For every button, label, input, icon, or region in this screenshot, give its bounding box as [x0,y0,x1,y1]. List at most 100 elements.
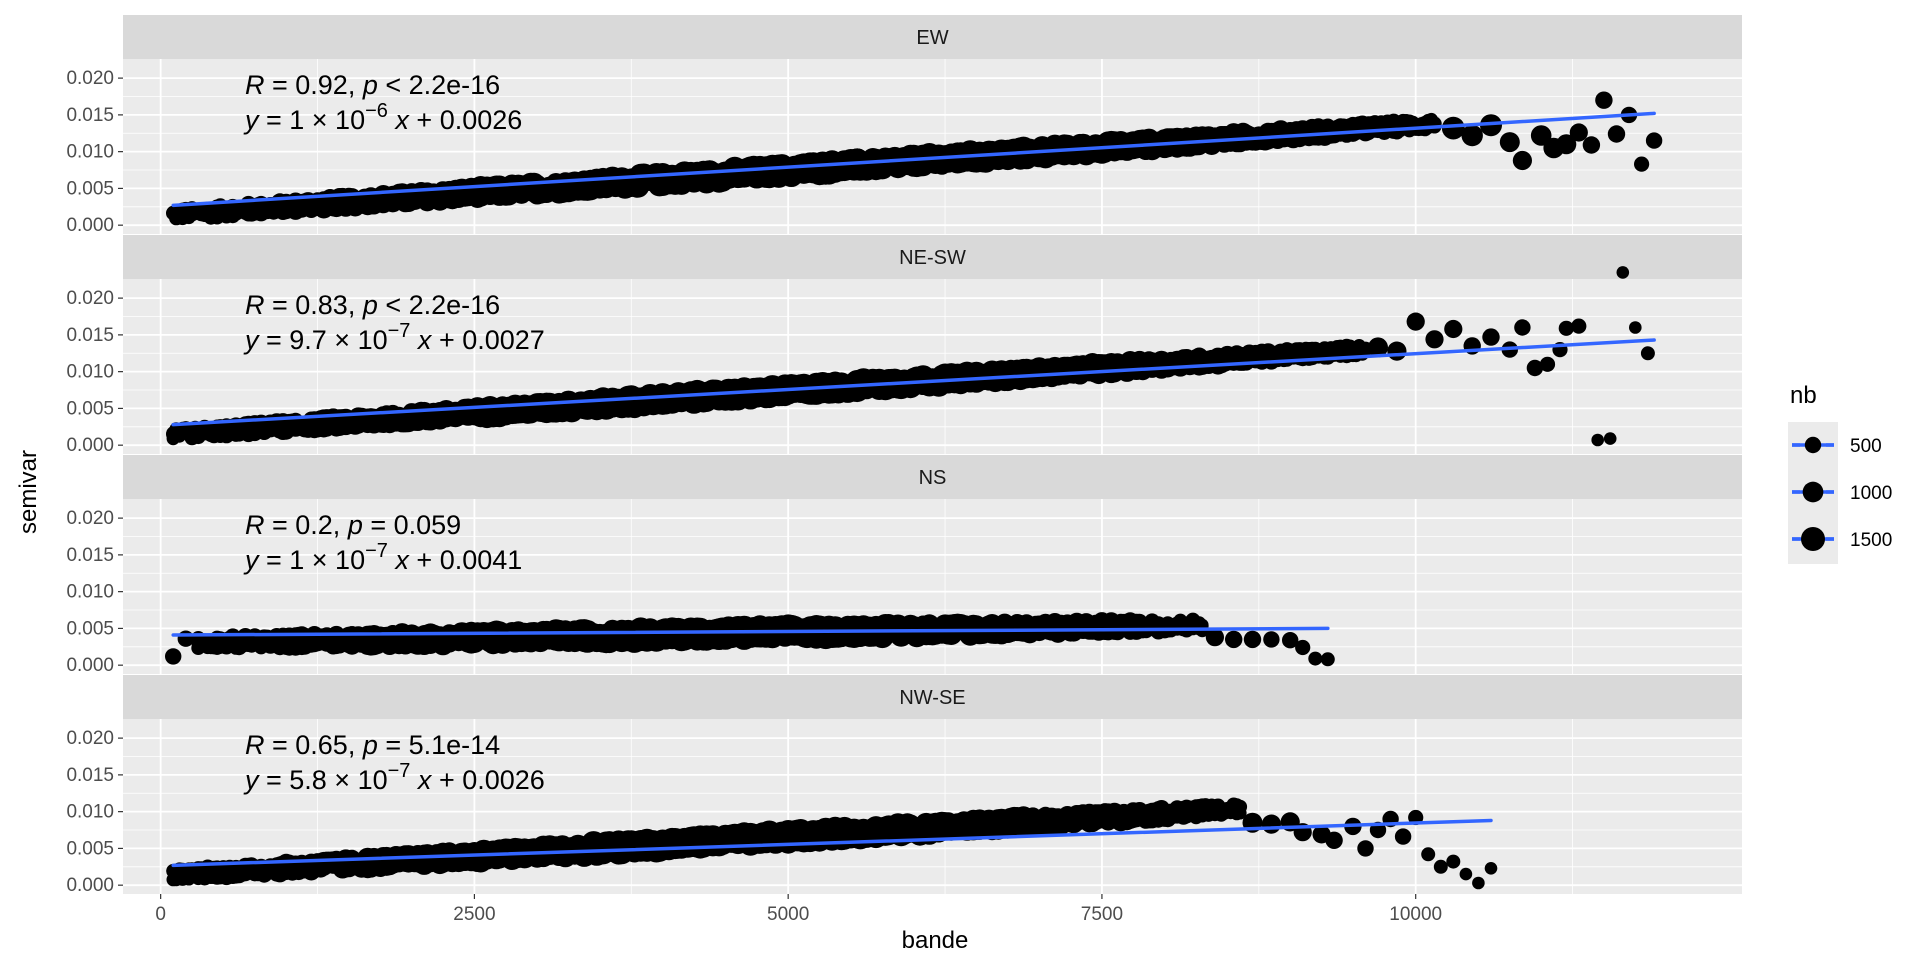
x-axis-title: bande [902,927,969,954]
data-point [1243,630,1262,649]
y-tick-label: 0.005 [66,618,114,639]
data-point [1425,330,1444,349]
data-point [177,630,194,647]
regression-line [171,818,1493,868]
facet-panel-ew: EW 0.000 0.005 0.010 0.015 0.020 R = 0.92, p <… [66,15,1742,236]
legend-label: 500 [1850,436,1882,457]
data-point [1607,125,1626,143]
legend-entry: 1500 [1792,527,1892,551]
y-tick-label: 0.000 [66,435,114,456]
data-point [165,648,182,665]
data-point [1444,319,1463,339]
regression-equation: y = 5.8 × 10−7 x + 0.0026 [243,760,545,795]
x-axis: 0 2500 5000 7500 10000 [155,894,1442,925]
data-point [1603,432,1617,445]
y-tick-label: 0.010 [66,582,114,603]
data-point [1539,356,1556,372]
data-point [1406,312,1425,331]
data-point [1421,847,1436,862]
data-point [1569,123,1588,142]
data-point [1634,156,1650,172]
facet-strip [123,455,1742,499]
data-point [1514,319,1531,336]
correlation-annotation: R = 0.83, p < 2.2e-16 [245,290,500,320]
regression-line [171,338,1656,427]
y-tick-label: 0.010 [66,802,114,823]
data-point [1595,91,1613,109]
data-point [1308,651,1323,666]
data-points [166,91,1663,226]
data-point [1446,854,1461,869]
y-tick-label: 0.020 [66,508,114,529]
regression-equation: y = 9.7 × 10−7 x + 0.0027 [243,320,545,355]
facet-strip-label: NE-SW [899,247,966,269]
y-tick-label: 0.015 [66,105,114,126]
legend-size-key [1801,527,1825,551]
facet-panel-ns: NS 0.000 0.005 0.010 0.015 0.020 R = 0.2, p = … [66,455,1742,676]
y-axis-title: semivar [15,450,42,534]
data-point [1394,828,1412,845]
data-point [1616,266,1630,279]
data-point [1263,631,1280,648]
regression-line [171,626,1330,637]
data-point [1472,876,1485,890]
data-point [1232,799,1248,814]
correlation-annotation: R = 0.92, p < 2.2e-16 [245,70,500,100]
legend-entry: 500 [1792,436,1882,457]
data-point [1556,134,1577,155]
y-tick-label: 0.015 [66,765,114,786]
y-tick-label: 0.020 [66,728,114,749]
y-tick-label: 0.005 [66,838,114,859]
x-tick-label: 5000 [767,904,809,925]
data-point [1571,318,1587,334]
x-tick-label: 0 [155,904,166,925]
x-tick-label: 7500 [1081,904,1123,925]
data-point [1558,320,1574,336]
legend-label: 1500 [1850,530,1892,551]
x-tick-label: 10000 [1389,904,1442,925]
data-point [1368,337,1388,358]
y-tick-label: 0.000 [66,655,114,676]
y-tick-label: 0.010 [66,362,114,383]
data-point [1512,150,1532,171]
y-tick-label: 0.000 [66,875,114,896]
data-point [1282,632,1299,649]
data-point [1387,341,1407,361]
y-tick-label: 0.015 [66,545,114,566]
y-tick-label: 0.020 [66,288,114,309]
data-point [1482,328,1500,346]
y-tick-label: 0.005 [66,178,114,199]
legend-entry: 1000 [1792,481,1892,504]
data-point [1261,814,1281,834]
data-point [1225,630,1243,649]
data-point [1591,433,1604,447]
legend-size-key [1804,436,1822,454]
data-point [1459,867,1473,881]
data-point [1433,859,1448,874]
data-point [1325,831,1343,849]
legend-title: nb [1790,382,1817,409]
facet-strip-label: NS [919,467,947,489]
facet-strip-label: EW [916,27,948,49]
y-tick-label: 0.015 [66,325,114,346]
legend: nb 500 1000 1500 [1788,382,1892,564]
panels-layer: EW 0.000 0.005 0.010 0.015 0.020 R = 0.92, p <… [66,15,1742,896]
data-point [1629,321,1642,334]
data-point [1484,862,1498,875]
data-point [1320,652,1335,667]
x-tick-label: 2500 [453,904,495,925]
facet-strip-label: NW-SE [899,687,965,709]
y-tick-label: 0.000 [66,215,114,236]
correlation-annotation: R = 0.2, p = 0.059 [245,510,461,540]
data-point [1205,628,1224,647]
legend-label: 1000 [1850,483,1892,504]
data-point [1526,359,1544,377]
facet-strip [123,675,1742,719]
regression-line [171,111,1656,208]
data-point [1499,132,1520,153]
facet-strip [123,235,1742,279]
data-point [1645,132,1663,149]
data-point [1295,639,1311,656]
facet-strip [123,15,1742,59]
